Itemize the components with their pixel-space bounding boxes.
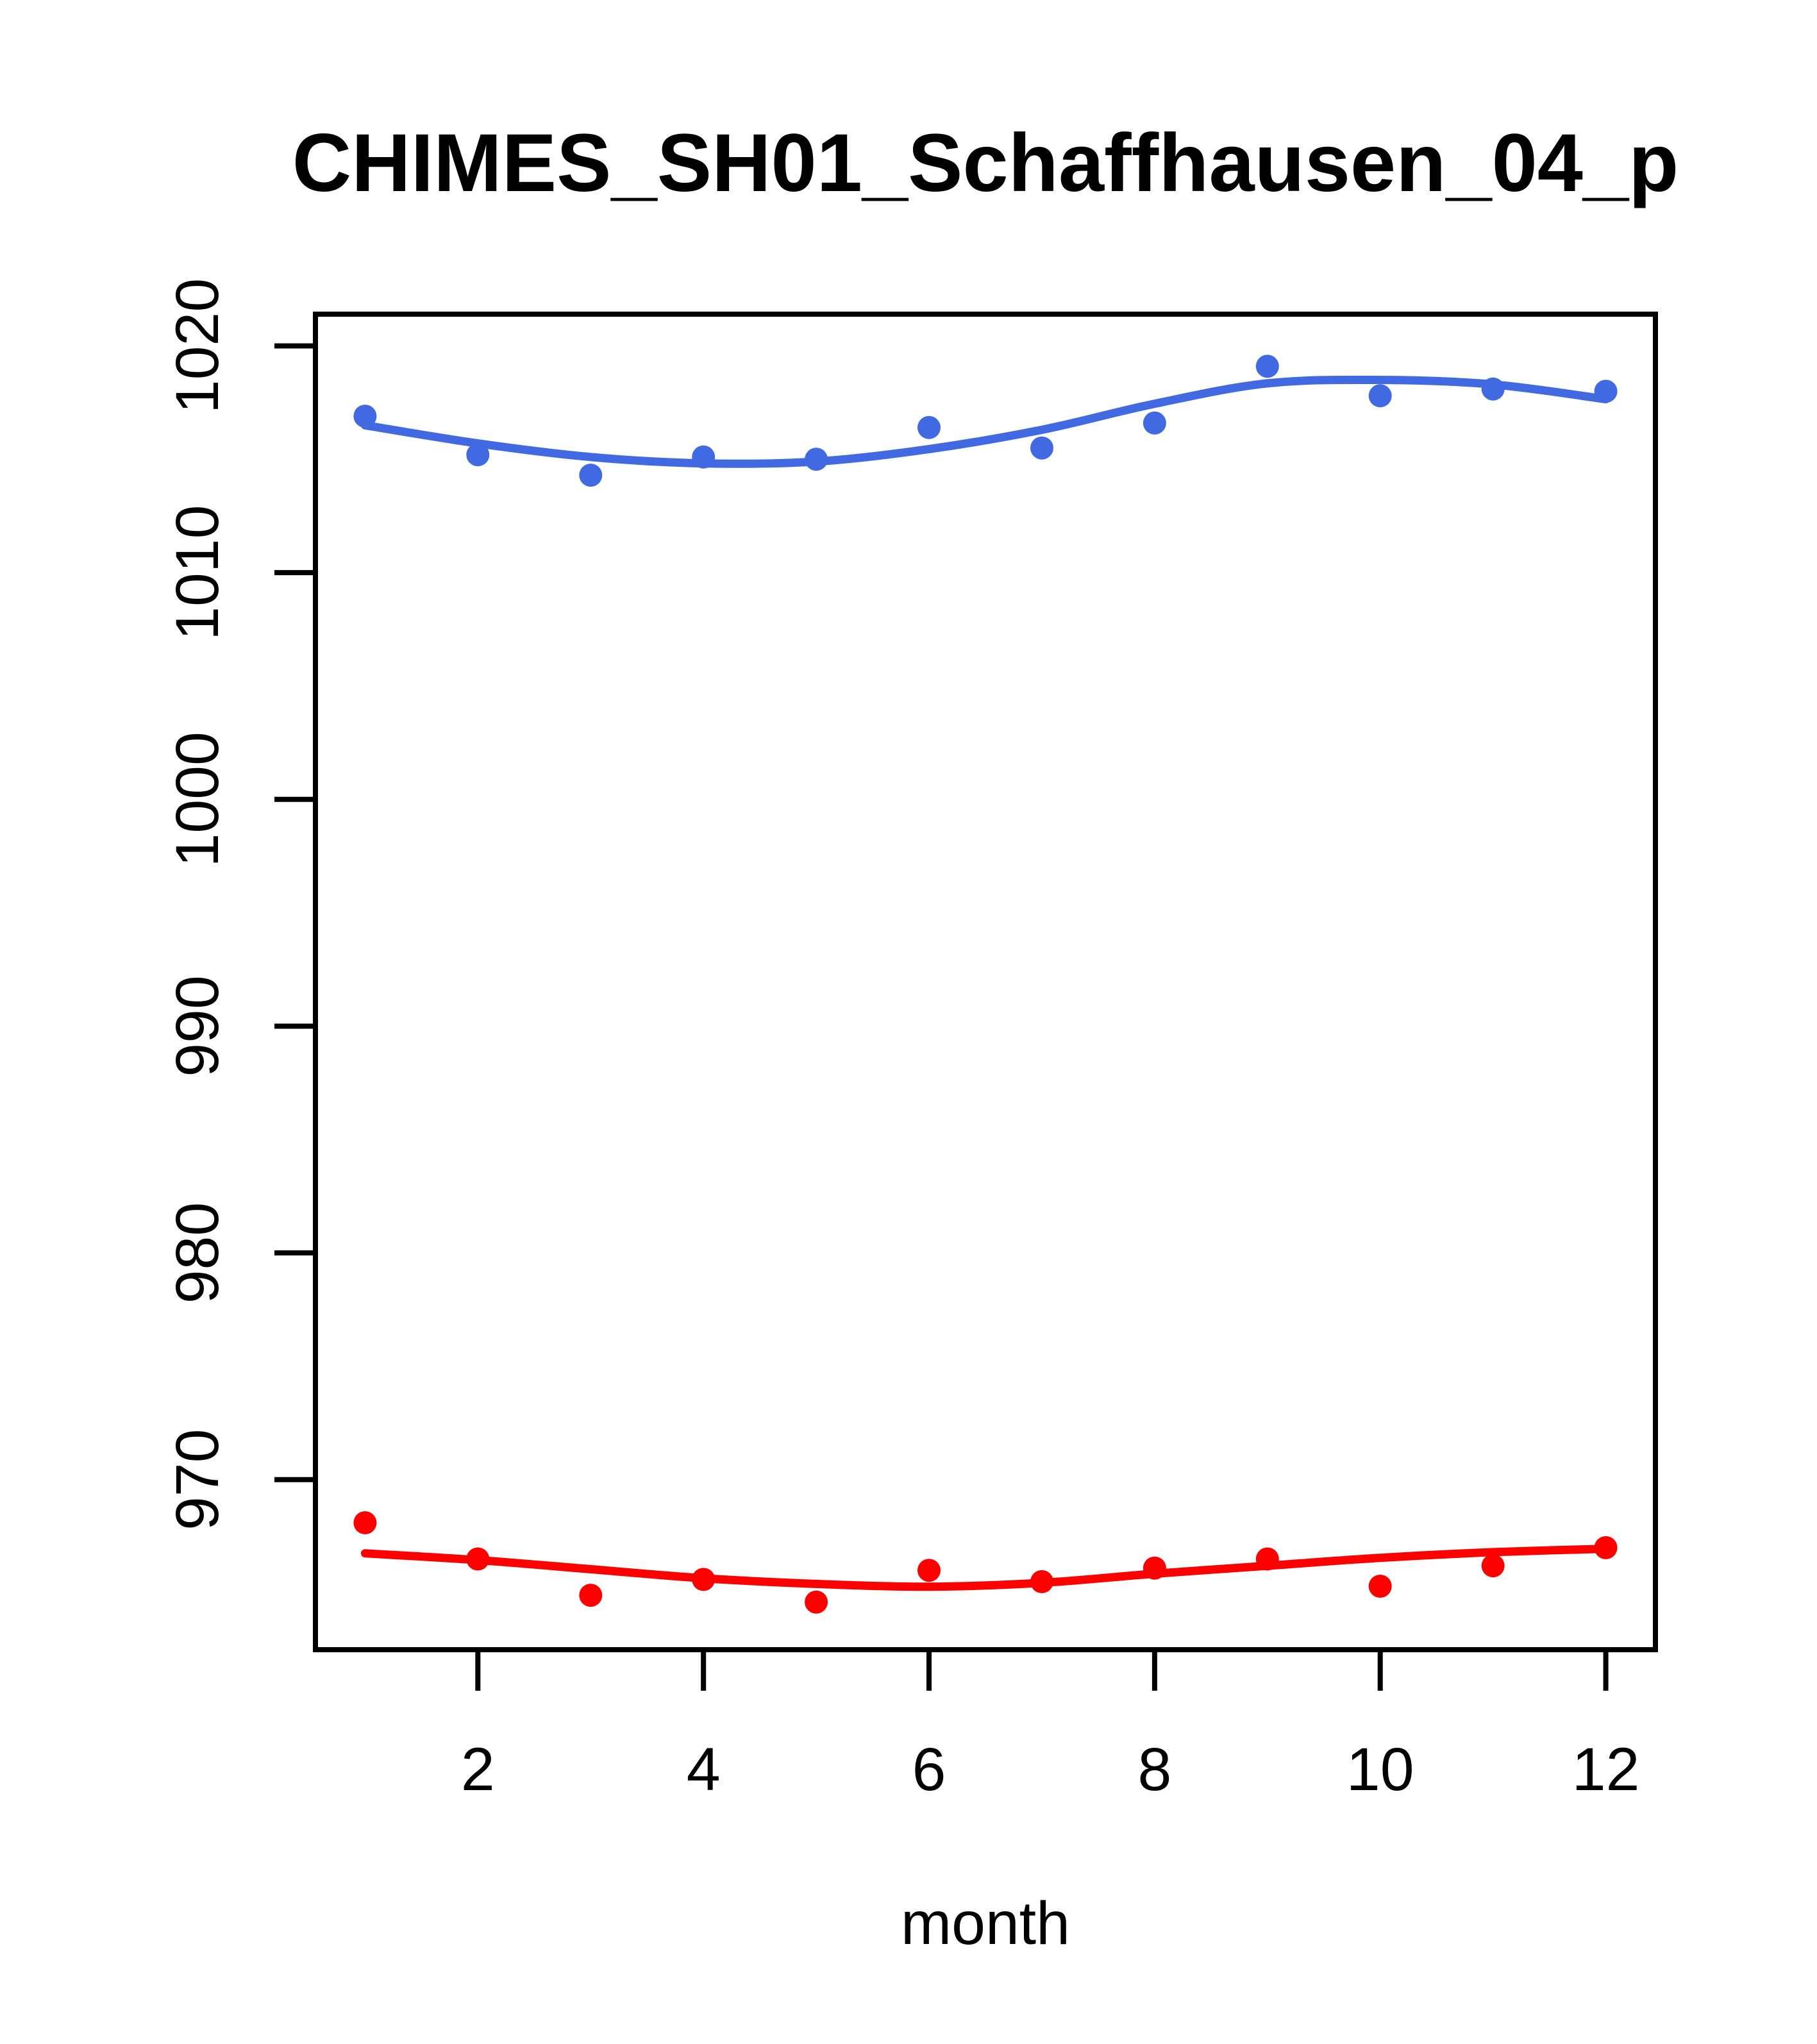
data-point-upper-pressure-series (917, 415, 941, 439)
y-tick-label: 1010 (163, 505, 231, 640)
plot-area: 2 4 6 8 10 12 970 980 990 1000 1010 1020 (163, 278, 1658, 1804)
x-tick-label: 12 (1572, 1736, 1640, 1804)
data-point-lower-pressure-series (579, 1584, 603, 1607)
data-point-upper-pressure-series (1030, 436, 1053, 460)
data-point-upper-pressure-series (353, 405, 377, 428)
y-tick-label: 1000 (163, 732, 231, 867)
chart-title: CHIMES_SH01_Schaffhausen_04_p (292, 117, 1679, 209)
x-tick-label: 2 (461, 1736, 495, 1804)
x-tick-label: 8 (1137, 1736, 1171, 1804)
data-point-upper-pressure-series (1368, 384, 1392, 408)
smooth-line-lower-pressure-series (360, 1545, 1611, 1591)
y-tick-label: 980 (163, 1202, 231, 1304)
x-tick-label: 4 (687, 1736, 721, 1804)
plot-box (313, 312, 1658, 1652)
y-tick-label: 1020 (163, 278, 231, 414)
x-tick-label: 10 (1346, 1736, 1414, 1804)
data-point-lower-pressure-series (1481, 1554, 1505, 1578)
data-point-upper-pressure-series (466, 443, 490, 467)
y-tick-label: 990 (163, 975, 231, 1077)
smooth-line-upper-pressure-series (360, 375, 1611, 468)
y-tick-label: 970 (163, 1429, 231, 1531)
data-point-upper-pressure-series (1143, 411, 1166, 435)
x-tick-label: 6 (912, 1736, 946, 1804)
data-point-lower-pressure-series (353, 1511, 377, 1534)
x-axis-title: month (901, 1889, 1070, 1957)
data-point-lower-pressure-series (917, 1559, 941, 1582)
data-point-upper-pressure-series (579, 464, 603, 487)
data-point-upper-pressure-series (1255, 355, 1279, 378)
data-point-lower-pressure-series (1368, 1575, 1392, 1598)
data-point-lower-pressure-series (805, 1590, 828, 1614)
